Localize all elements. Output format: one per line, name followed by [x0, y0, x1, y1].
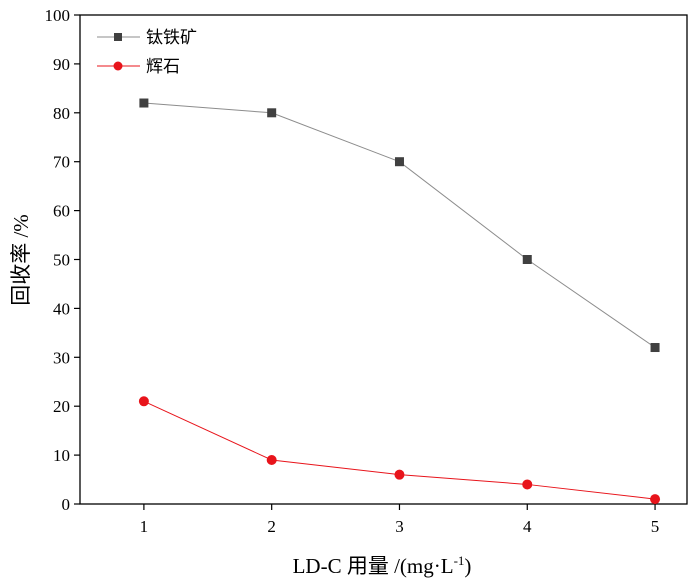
axis-ticks: 0 10 20 30 40 50 60 70 80 90 100 1 2 3 4 5: [45, 6, 660, 536]
legend-marker-ilmenite: [114, 33, 122, 41]
x-tick-label: 1: [140, 517, 149, 536]
series-ilmenite: [139, 98, 660, 353]
plot-frame: [79, 14, 688, 505]
x-axis-title-superscript: -1: [454, 553, 465, 568]
y-tick-label: 10: [53, 446, 70, 465]
y-tick-label: 40: [53, 299, 70, 318]
y-tick-label: 0: [62, 495, 71, 514]
x-tick-label: 5: [651, 517, 660, 536]
y-tick-label: 60: [53, 202, 70, 221]
data-point-square: [650, 343, 660, 353]
data-point-circle: [650, 494, 661, 505]
y-tick-label: 50: [53, 251, 70, 270]
series-layer: [138, 98, 661, 505]
legend: 钛铁矿 辉石: [97, 28, 197, 77]
data-point-circle: [522, 479, 533, 490]
series-line: [143, 102, 656, 348]
y-axis-title: 回收率 /%: [9, 214, 33, 306]
data-point-square: [394, 157, 404, 167]
x-tick-label: 3: [395, 517, 404, 536]
y-tick-label: 30: [53, 348, 70, 367]
data-point-square: [522, 255, 532, 264]
x-axis-title: LD-C 用量 /(mg·L-1): [293, 553, 472, 578]
data-point-square: [267, 108, 277, 118]
x-axis-title-main: LD-C 用量 /(mg·L: [293, 554, 454, 578]
x-tick-label: 4: [523, 517, 532, 536]
legend-label-pyroxene: 辉石: [146, 57, 180, 77]
legend-marker-pyroxene: [113, 61, 123, 71]
y-tick-label: 20: [53, 397, 70, 416]
series-pyroxene: [138, 396, 661, 505]
series-line: [143, 400, 656, 500]
legend-label-ilmenite: 钛铁矿: [146, 28, 197, 48]
y-tick-label: 70: [53, 153, 70, 172]
data-point-circle: [394, 469, 405, 480]
data-point-circle: [266, 454, 277, 465]
y-tick-label: 100: [45, 6, 71, 25]
y-tick-label: 80: [53, 104, 70, 123]
x-axis-title-close: ): [464, 554, 471, 578]
data-point-square: [139, 98, 149, 108]
data-point-circle: [138, 396, 149, 407]
x-tick-label: 2: [267, 517, 276, 536]
y-tick-label: 90: [53, 55, 70, 74]
